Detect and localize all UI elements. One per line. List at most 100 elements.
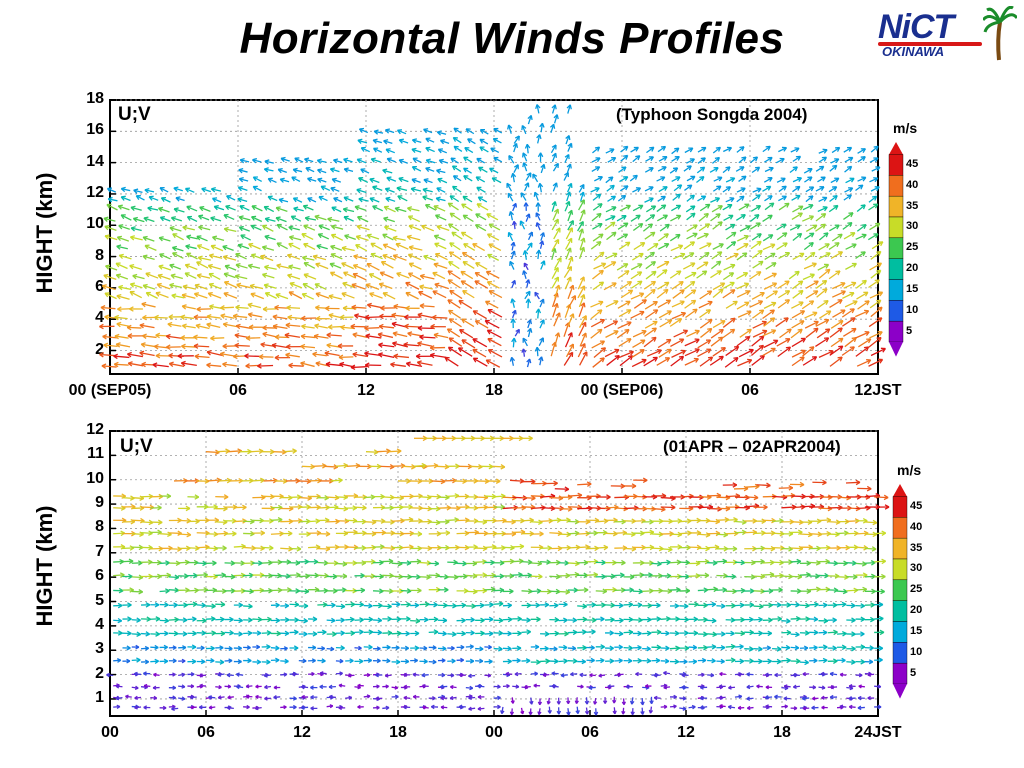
wind-arrow [130,226,142,232]
wind-arrow [343,196,354,202]
wind-arrow [129,264,142,270]
wind-arrow [292,167,303,174]
wind-arrow [212,235,225,241]
wind-arrow [170,216,183,222]
colorbar-tick: 30 [906,220,919,233]
wind-arrow [433,234,446,241]
wind-arrow [99,351,115,358]
wind-arrow [340,324,355,331]
wind-arrow [275,292,289,300]
wind-arrow [408,262,422,270]
wind-arrow [380,260,394,269]
wind-arrow [343,167,354,173]
wind-arrow [115,262,128,270]
wind-arrow [251,215,263,223]
wind-arrow [154,314,168,321]
wind-arrow [99,323,115,330]
wind-arrow [248,242,261,250]
colorbar-segment [892,496,908,518]
wind-arrow [181,304,196,310]
wind-arrow [197,255,211,261]
wind-arrow [145,272,159,279]
wind-arrow [194,353,210,360]
wind-arrow [467,138,476,145]
wind-arrow [405,361,423,368]
wind-arrow [370,157,381,163]
wind-arrow [444,356,459,367]
wind-arrow [303,273,317,280]
wind-arrow [477,196,488,203]
wind-arrow [395,242,409,250]
wind-arrow [277,167,287,174]
colorbar-unit: m/s [897,462,922,478]
wind-arrow [425,146,435,153]
wind-arrow [211,197,222,203]
wind-arrow [180,314,195,320]
wind-arrow [225,204,236,211]
wind-arrow [285,322,301,328]
palm-tree-icon [983,6,1017,61]
wind-arrow [140,342,156,348]
wind-arrow [358,177,369,184]
wind-arrow [452,136,462,144]
wind-arrow [206,350,223,357]
colorbar-top-triangle [893,484,907,497]
wind-arrow [419,273,435,280]
wind-arrow [487,337,502,347]
wind-arrow [252,157,262,164]
wind-arrow [457,347,473,357]
wind-arrow [130,205,142,212]
wind-arrow [462,261,475,270]
wind-arrow [206,362,222,368]
wind-arrow [168,361,185,368]
wind-arrow [333,197,343,203]
wind-arrow [209,304,223,310]
y-tick-label: 9 [95,494,104,512]
wind-arrow [245,335,261,341]
wind-arrow [358,127,369,134]
colorbar-segment [888,195,904,218]
wind-arrow [113,353,130,360]
wind-arrow [328,312,343,319]
wind-arrow [474,280,489,289]
wind-arrow [120,186,131,193]
wind-arrow [278,197,289,204]
wind-arrow [448,337,463,347]
wind-arrow [222,361,237,368]
wind-arrow [288,235,302,241]
wind-arrow [474,272,489,281]
wind-arrow [343,215,354,222]
x-tick-label: 18 [773,724,791,741]
y-tick-label: 7 [95,542,104,560]
wind-arrow [290,215,302,222]
wind-arrow [279,177,290,183]
wind-arrow [377,332,394,339]
logo-swoosh [878,42,982,46]
wind-arrow [329,167,340,173]
y-tick-label: 8 [95,518,104,536]
wind-arrow [196,261,209,269]
wind-arrow [474,320,489,329]
wind-arrow [288,362,304,369]
wind-arrow [264,234,276,241]
wind-arrow [101,363,117,369]
colorbar-tick: 35 [906,199,919,212]
y-tick-label: 4 [95,615,104,633]
page-title: Horizontal Winds Profiles [239,14,785,63]
wind-arrow [170,273,183,280]
wind-arrow [175,196,185,202]
wind-arrow [236,282,251,289]
wind-arrow [461,318,475,328]
wind-arrow [396,271,410,279]
wind-arrow [237,185,248,192]
wind-arrow [101,284,116,291]
wind-arrow [351,283,366,290]
wind-arrow [127,361,144,367]
wind-arrow [239,157,250,164]
wind-arrow [304,157,314,163]
wind-arrow [356,224,370,231]
wind-arrow [288,291,303,300]
wind-arrow [366,233,380,240]
y-tick-label: 3 [95,640,104,658]
colorbar-tick: 15 [910,624,923,637]
